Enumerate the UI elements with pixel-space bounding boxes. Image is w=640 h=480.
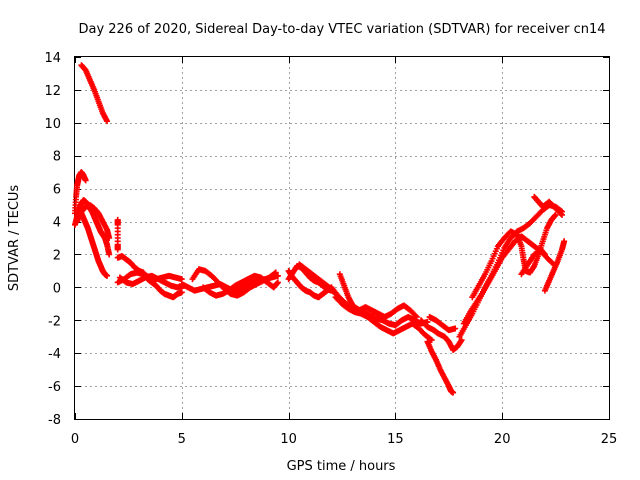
data-points [72, 62, 568, 396]
data-point [106, 235, 113, 241]
y-tick-label: -2 [48, 314, 61, 329]
y-tick-label: 4 [53, 216, 61, 231]
series-isolated-1 [114, 216, 121, 253]
data-point [541, 251, 548, 258]
data-point [427, 336, 434, 343]
series-mid-b [189, 266, 279, 299]
y-tick-label: 6 [53, 183, 61, 198]
y-tick-labels: -8 -6 -4 -2 0 2 4 6 8 10 12 14 [44, 51, 61, 428]
series-descent-b [332, 294, 435, 344]
data-point [272, 269, 279, 276]
series-descent-c [336, 271, 420, 320]
data-point [412, 312, 419, 319]
series-mid-c [200, 272, 281, 299]
series-around-10-b [285, 267, 335, 301]
series-dip [424, 338, 457, 396]
data-point [271, 270, 278, 277]
y-tick-label: 8 [53, 150, 61, 165]
x-tick-labels: 0 5 10 15 20 25 [71, 432, 617, 447]
x-tick-label: 5 [178, 432, 186, 447]
data-point [450, 389, 457, 396]
series-tail-c [518, 246, 548, 278]
y-axis-label: SDTVAR / TECUs [7, 185, 22, 292]
series-band-2-5b [114, 253, 185, 301]
data-point [452, 325, 459, 332]
series-tail-b [541, 238, 568, 294]
series-high-early [78, 62, 111, 125]
series-start-peak [72, 169, 89, 217]
data-point [274, 272, 281, 279]
y-tick-label: 10 [44, 117, 61, 132]
axis-ticks [75, 57, 610, 420]
y-tick-label: -8 [48, 413, 61, 428]
y-tick-label: 14 [44, 51, 61, 66]
data-point [458, 337, 465, 344]
data-point [104, 272, 111, 279]
series-tail-a [531, 193, 566, 218]
data-point [82, 177, 89, 184]
data-point [274, 279, 281, 286]
x-tick-label: 25 [601, 432, 618, 447]
y-tick-label: -4 [48, 347, 61, 362]
data-point [428, 337, 435, 344]
data-point [557, 210, 564, 217]
series-rise-c [469, 211, 559, 301]
y-tick-label: 0 [53, 281, 61, 296]
x-tick-label: 20 [494, 432, 511, 447]
data-point [178, 289, 185, 296]
x-tick-label: 15 [387, 432, 404, 447]
x-axis-label: GPS time / hours [287, 459, 396, 474]
y-tick-label: 2 [53, 248, 61, 263]
chart-title: Day 226 of 2020, Sidereal Day-to-day VTE… [78, 22, 605, 37]
x-tick-label: 0 [71, 432, 79, 447]
data-point [413, 313, 420, 320]
series-dip-b [418, 317, 465, 353]
series-dip-c [426, 313, 459, 334]
plot-frame [74, 56, 610, 420]
data-point [559, 211, 566, 218]
y-tick-label: 12 [44, 84, 61, 99]
series-rise-b [460, 233, 557, 327]
y-tick-label: -6 [48, 380, 61, 395]
series-early-c [74, 202, 113, 241]
grid-lines [75, 57, 609, 419]
data-point [552, 211, 559, 218]
data-point [106, 251, 113, 258]
x-tick-label: 10 [280, 432, 297, 447]
data-point [104, 118, 111, 125]
data-point [561, 238, 568, 245]
data-point [114, 246, 121, 253]
